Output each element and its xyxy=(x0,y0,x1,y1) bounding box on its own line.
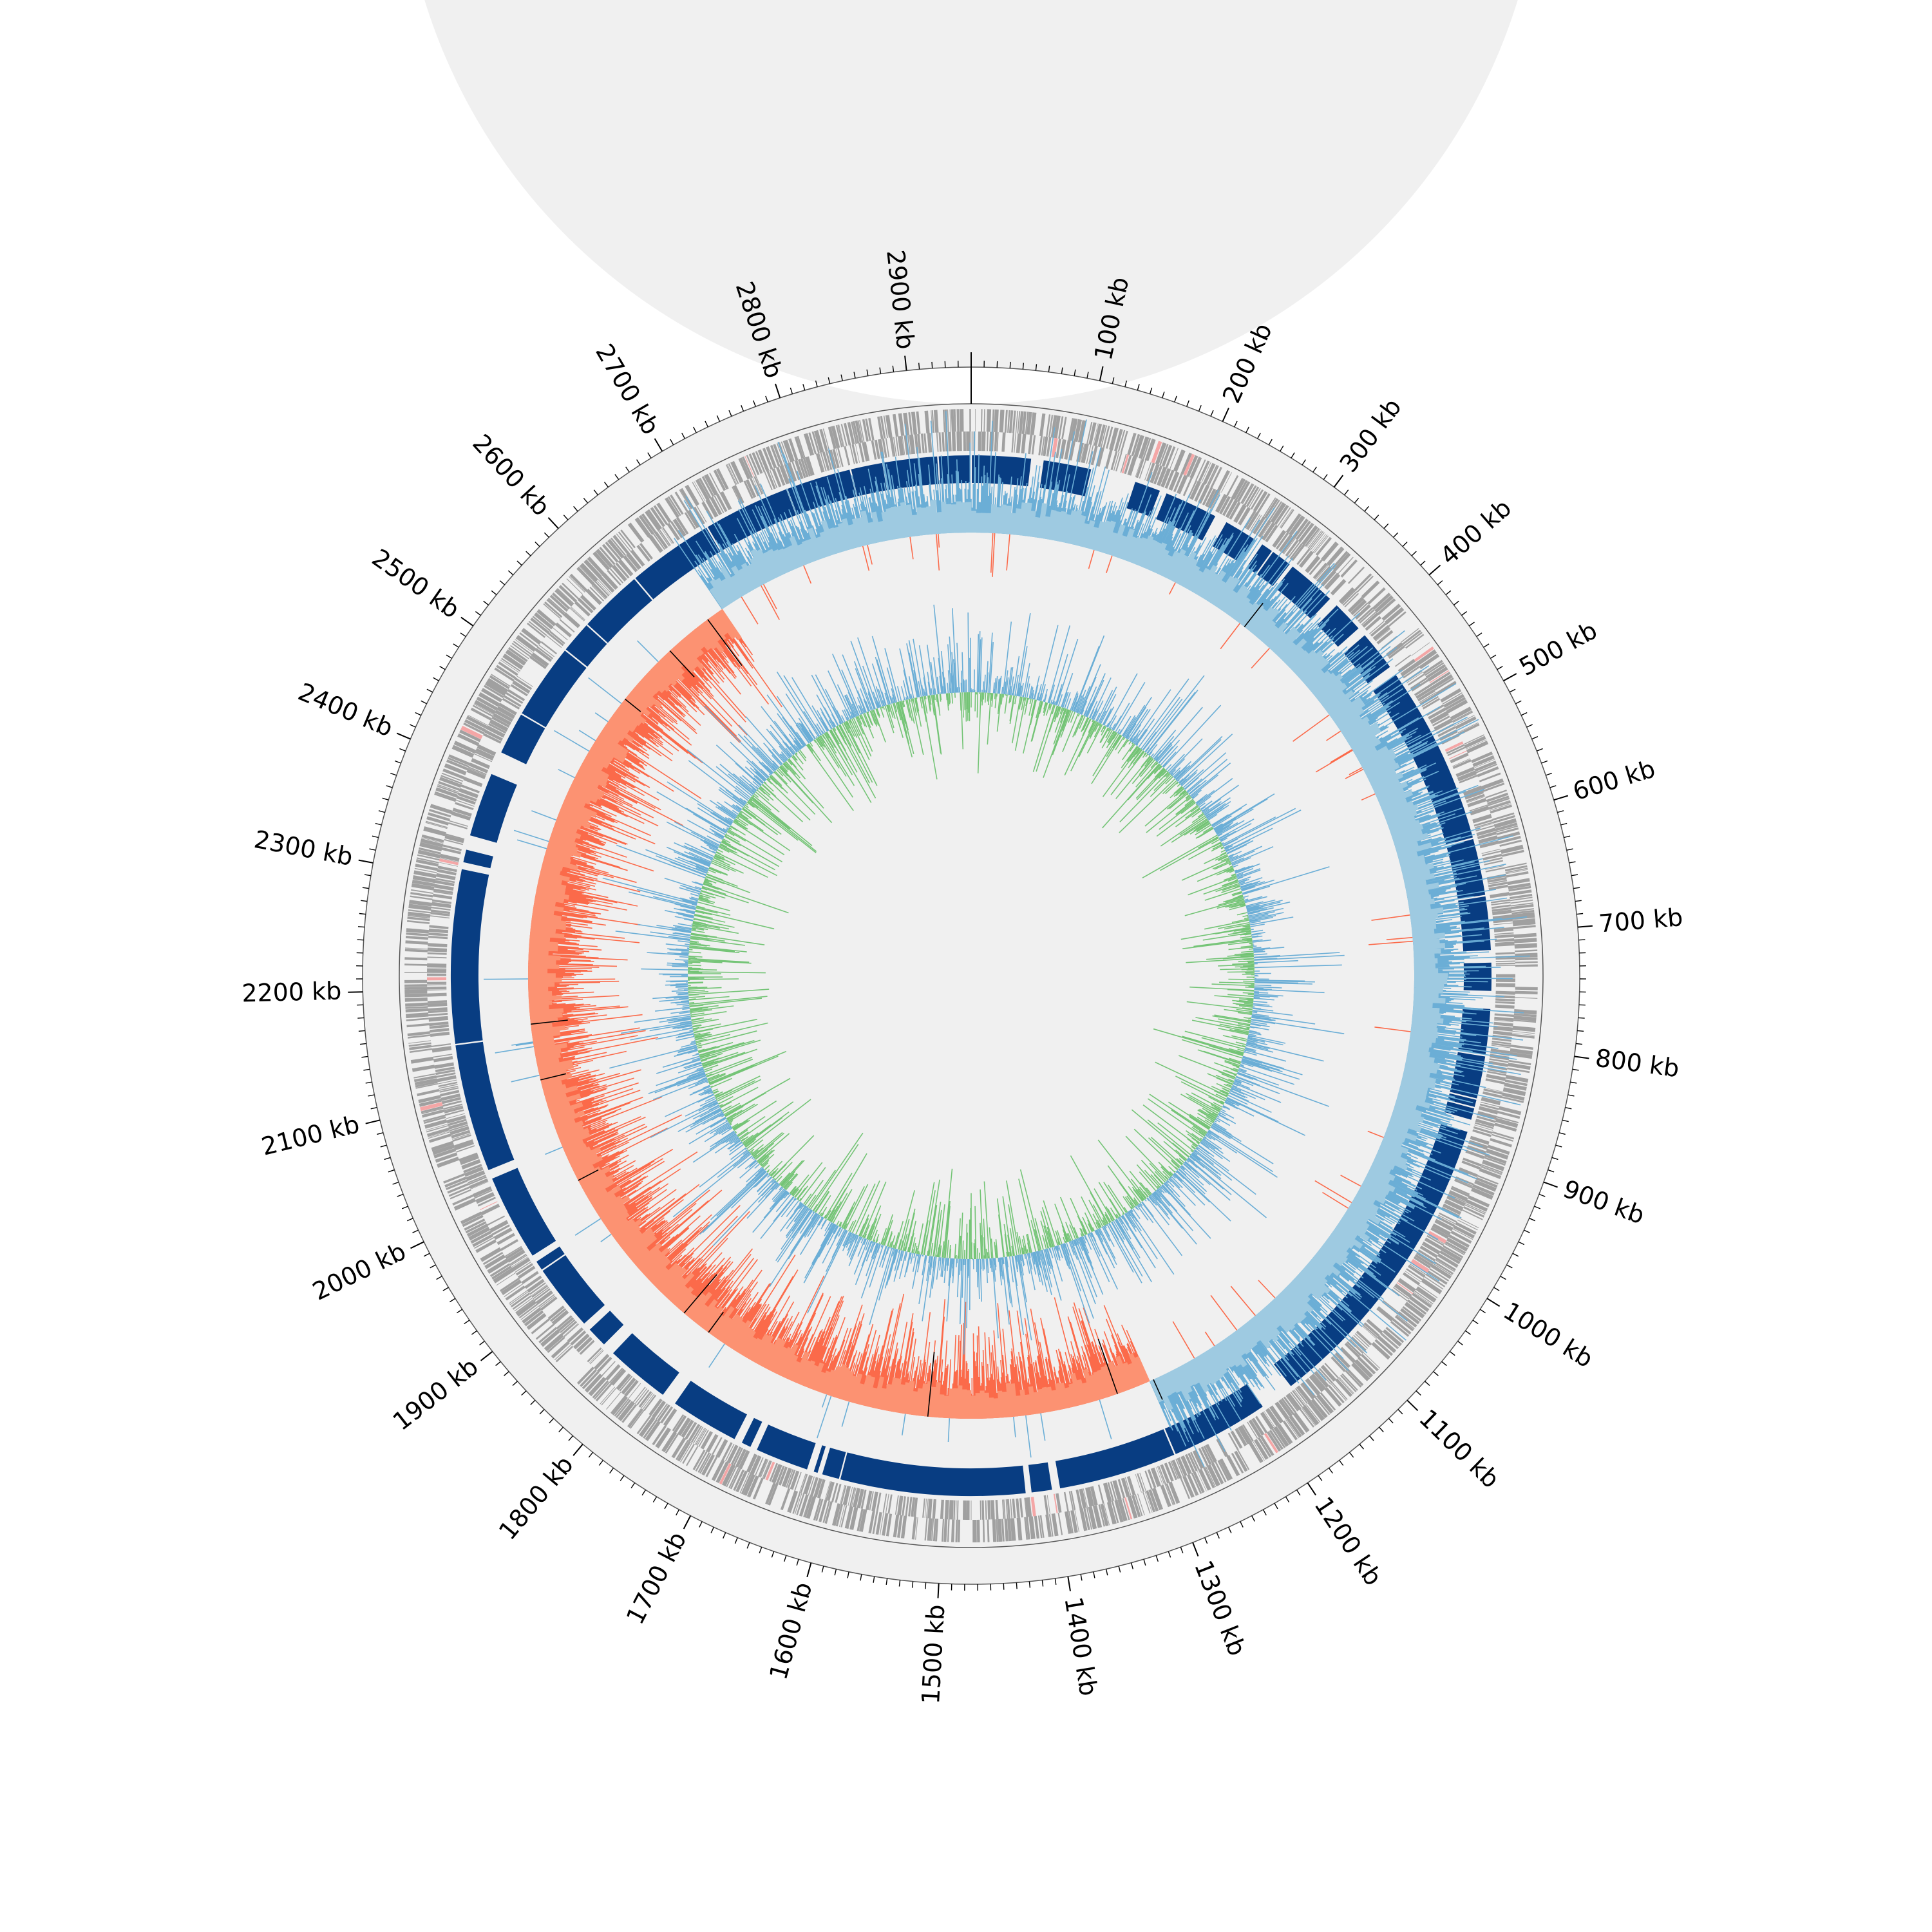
gc-skew-marks xyxy=(531,603,1264,1417)
ideogram-band xyxy=(362,0,1580,1584)
gc-content-below-mean xyxy=(687,692,1255,1260)
position-ticks xyxy=(348,352,1593,1598)
tick-label: 900 kb xyxy=(1559,1175,1648,1230)
tick-label: 1800 kb xyxy=(493,1450,579,1545)
tick-label: 400 kb xyxy=(1435,493,1517,570)
tick-label: 2200 kb xyxy=(242,977,342,1008)
tick-label: 800 kb xyxy=(1594,1044,1681,1083)
minor-ticks xyxy=(355,361,1587,1591)
tick-label: 2100 kb xyxy=(259,1110,363,1160)
tick-label: 2400 kb xyxy=(294,677,397,743)
tick-label: 2600 kb xyxy=(467,429,555,522)
major-ticks xyxy=(348,352,1593,1598)
tick-label: 600 kb xyxy=(1569,754,1658,806)
tick-label: 1500 kb xyxy=(916,1604,950,1705)
tick-label: 1300 kb xyxy=(1189,1557,1251,1660)
tick-label: 2000 kb xyxy=(308,1237,410,1306)
tick-label: 1400 kb xyxy=(1059,1595,1103,1698)
tick-label: 2300 kb xyxy=(252,825,355,871)
tick-label: 300 kb xyxy=(1334,393,1407,477)
gc-content-track xyxy=(602,604,1345,1355)
tick-label: 2700 kb xyxy=(590,339,665,439)
tick-label: 1600 kb xyxy=(764,1579,817,1683)
tick-label: 700 kb xyxy=(1598,903,1684,938)
tick-label: 1900 kb xyxy=(388,1352,484,1436)
gc-content-above-mean xyxy=(602,604,1345,1355)
tick-label: 1100 kb xyxy=(1414,1404,1505,1494)
gc-skew-track xyxy=(483,411,1530,1468)
tick-label: 1200 kb xyxy=(1309,1492,1387,1590)
tick-label: 500 kb xyxy=(1515,616,1602,681)
tick-label: 1000 kb xyxy=(1499,1296,1598,1373)
tick-label: 1700 kb xyxy=(621,1527,692,1629)
tick-label: 2500 kb xyxy=(367,544,465,624)
